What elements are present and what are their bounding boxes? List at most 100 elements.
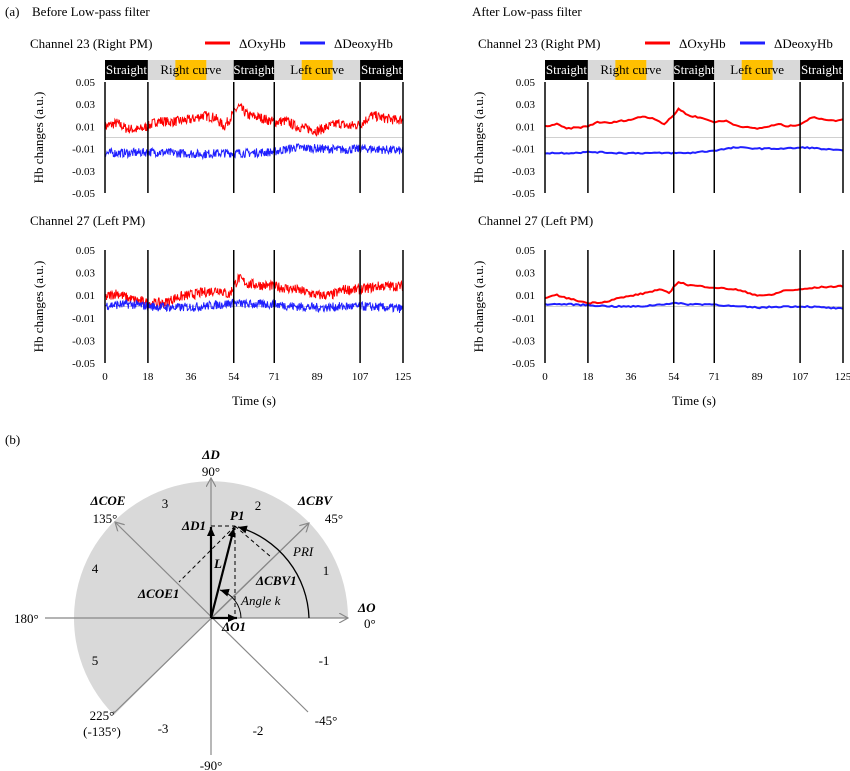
curve-highlight <box>301 60 333 80</box>
segment-label: Straight <box>546 62 588 77</box>
x-tick-label: 18 <box>582 371 594 383</box>
y-tick-label: 0.05 <box>516 77 536 89</box>
label-45: 45° <box>325 511 343 526</box>
channel-title: Channel 27 (Left PM) <box>30 213 145 228</box>
x-tick-label: 89 <box>312 371 324 383</box>
angle-k-arc <box>219 588 242 619</box>
y-axis-label: Hb changes (a.u.) <box>31 261 46 353</box>
y-tick-label: -0.03 <box>72 166 95 178</box>
zone-3: 3 <box>162 496 169 511</box>
zone-1: 1 <box>323 563 330 578</box>
y-tick-label: 0.03 <box>76 99 96 111</box>
label-90: 90° <box>202 464 220 479</box>
y-tick-label: 0.05 <box>76 77 96 89</box>
legend-label: ΔDeoxyHb <box>774 36 833 51</box>
label-cbv-axis: ΔCBV <box>297 493 333 508</box>
y-tick-label: 0.01 <box>76 290 95 302</box>
vector-l <box>209 527 236 619</box>
label-minus-45: -45° <box>315 713 338 728</box>
panel-b-label: (b) <box>5 432 20 447</box>
y-axis-label: Hb changes (a.u.) <box>31 92 46 184</box>
segment-label: Right curve <box>600 62 661 77</box>
x-tick-label: 107 <box>352 371 369 383</box>
panel-a-label: (a) <box>5 4 19 19</box>
y-tick-label: -0.01 <box>512 144 535 156</box>
x-tick-label: 125 <box>835 371 850 383</box>
channel-title: Channel 27 (Left PM) <box>478 213 593 228</box>
x-tick-label: 71 <box>709 371 720 383</box>
series-line-oxyhb <box>104 102 404 137</box>
series-line-deoxyhb <box>104 143 404 161</box>
y-tick-label: -0.03 <box>512 335 535 347</box>
x-tick-label: 54 <box>228 371 240 383</box>
series-line-deoxyhb <box>544 301 844 310</box>
label-pri: PRI <box>292 544 314 559</box>
label-minus-135: (-135°) <box>83 724 121 739</box>
series-line-deoxyhb <box>104 298 404 314</box>
x-tick-label: 36 <box>625 371 637 383</box>
label-coe-axis: ΔCOE <box>90 493 126 508</box>
x-tick-label: 36 <box>185 371 197 383</box>
segment-label: Right curve <box>160 62 221 77</box>
dashed-coe1 <box>178 525 236 583</box>
zone-2: 2 <box>255 498 262 513</box>
channel-title: Channel 23 (Right PM) <box>30 36 152 51</box>
label-o-axis: ΔO <box>357 600 376 615</box>
chart-panel-3: Channel 27 (Left PM) 0.05 0.03 0.01 -0.01 -0.… <box>471 213 850 408</box>
series-line-oxyhb <box>104 273 404 309</box>
series-line-deoxyhb <box>544 146 844 155</box>
x-tick-label: 0 <box>102 371 108 383</box>
label-angle-k: Angle k <box>240 593 281 608</box>
polar-diagram: ΔD 90° ΔCOE 135° ΔCBV 45° ΔO 0° 180° 225… <box>14 447 376 771</box>
x-axis-label: Time (s) <box>672 393 716 408</box>
series-line-oxyhb <box>544 107 844 130</box>
y-tick-label: 0.01 <box>516 290 535 302</box>
label-coe1: ΔCOE1 <box>137 586 179 601</box>
zone-4: 4 <box>92 561 99 576</box>
y-tick-label: 0.03 <box>516 99 536 111</box>
y-tick-label: 0.03 <box>76 268 96 280</box>
segment-block <box>673 60 715 80</box>
label-180: 180° <box>14 611 39 626</box>
label-minus-90: -90° <box>200 758 223 771</box>
y-tick-label: -0.03 <box>72 335 95 347</box>
y-tick-label: -0.05 <box>512 358 535 370</box>
label-p1: P1 <box>230 508 244 523</box>
after-title: After Low-pass filter <box>472 4 582 19</box>
chart-panel-0: Channel 23 (Right PM) ΔOxyHb ΔDeoxyHb Strai… <box>30 36 404 200</box>
zone-minus-2: -2 <box>253 723 264 738</box>
x-axis-label: Time (s) <box>232 393 276 408</box>
axis-cbv <box>210 523 309 619</box>
y-tick-label: -0.01 <box>72 144 95 156</box>
zone-minus-3: -3 <box>158 721 169 736</box>
segment-label: Straight <box>361 62 403 77</box>
segment-block <box>360 60 403 80</box>
y-tick-label: -0.05 <box>72 188 95 200</box>
segment-label: Left curve <box>730 62 784 77</box>
segment-label: Straight <box>673 62 715 77</box>
label-225: 225° <box>90 708 115 723</box>
label-0: 0° <box>364 616 376 631</box>
legend-label: ΔOxyHb <box>679 36 726 51</box>
x-tick-label: 18 <box>142 371 154 383</box>
y-tick-label: 0.05 <box>76 245 96 257</box>
y-tick-label: -0.01 <box>72 313 95 325</box>
y-tick-label: 0.05 <box>516 245 536 257</box>
label-d-axis: ΔD <box>201 447 220 462</box>
series-line-oxyhb <box>544 281 844 305</box>
before-title: Before Low-pass filter <box>32 4 150 19</box>
y-tick-label: 0.01 <box>516 121 535 133</box>
y-tick-label: -0.05 <box>72 358 95 370</box>
x-tick-label: 71 <box>269 371 280 383</box>
zone-5: 5 <box>92 653 99 668</box>
chart-panel-2: Channel 23 (Right PM) ΔOxyHb ΔDeoxyHb Strai… <box>471 36 844 200</box>
zone-minus-1: -1 <box>319 653 330 668</box>
y-axis-label: Hb changes (a.u.) <box>471 92 486 184</box>
pri-arc <box>237 525 310 619</box>
x-tick-label: 125 <box>395 371 412 383</box>
y-tick-label: -0.05 <box>512 188 535 200</box>
y-tick-label: -0.03 <box>512 166 535 178</box>
y-axis-label: Hb changes (a.u.) <box>471 261 486 353</box>
curve-highlight <box>615 60 647 80</box>
segment-block <box>545 60 588 80</box>
